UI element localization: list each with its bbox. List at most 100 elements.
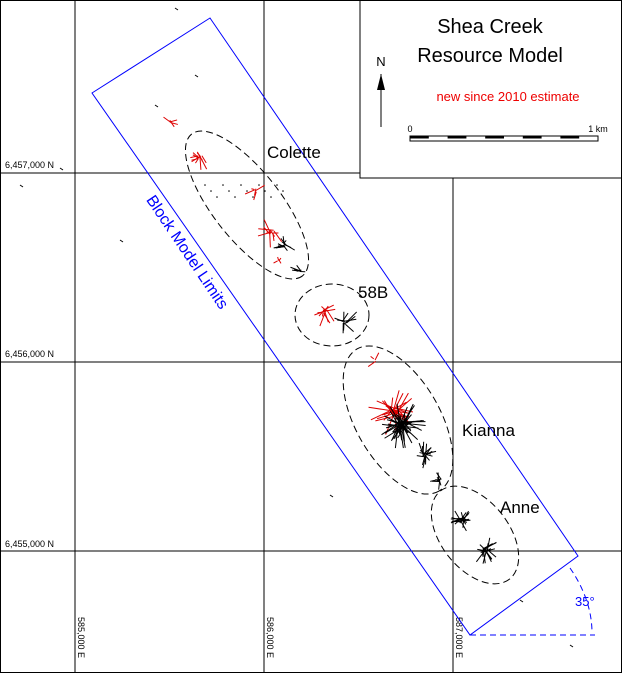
deposit-outline — [342, 345, 454, 495]
drill-trace — [293, 269, 302, 272]
legend: Shea Creek Resource Model N new since 20… — [359, 0, 622, 179]
scale-bar-segments — [410, 136, 580, 139]
drill-traces — [19, 7, 574, 648]
north-arrow-head — [377, 74, 385, 90]
scale-label: 0 — [407, 124, 412, 134]
drill-trace — [405, 421, 422, 431]
easting-label: 586,000 E — [265, 617, 275, 658]
scale-segment — [522, 136, 542, 139]
deposit-label: Colette — [267, 143, 321, 162]
angle-arc — [569, 567, 593, 634]
drill-trace — [344, 311, 358, 325]
drill-trace — [318, 309, 325, 317]
drill-trace — [392, 414, 405, 423]
drill-trace — [376, 413, 392, 420]
drill-trace — [403, 427, 408, 431]
drill-trace — [192, 154, 199, 159]
drill-trace — [463, 519, 470, 521]
drill-trace — [404, 421, 411, 425]
legend-note: new since 2010 estimate — [436, 89, 579, 104]
drill-trace — [451, 517, 462, 521]
drill-trace — [454, 510, 461, 521]
drill-trace — [389, 406, 401, 423]
drill-trace — [263, 219, 272, 234]
drill-trace — [253, 191, 257, 201]
scale-segment — [485, 136, 504, 139]
drill-trace — [460, 521, 467, 532]
drill-trace — [199, 155, 208, 170]
drill-trace — [430, 478, 442, 482]
drill-trace — [254, 188, 257, 196]
drill-trace — [345, 323, 354, 333]
drill-trace — [483, 542, 497, 550]
drill-trace — [199, 155, 202, 170]
deposit-outline — [294, 283, 370, 347]
drill-trace — [403, 422, 412, 432]
drill-trace — [394, 392, 404, 409]
drill-trace — [323, 312, 331, 324]
drill-collar — [276, 184, 278, 186]
drill-trace — [374, 352, 380, 361]
scale-segment — [560, 136, 580, 139]
drill-trace — [194, 74, 199, 78]
drill-collar — [216, 196, 218, 198]
drill-trace — [273, 244, 287, 249]
drill-trace — [334, 317, 344, 322]
drill-trace — [154, 104, 159, 108]
deposit-outline — [184, 130, 310, 280]
north-label: N — [376, 54, 385, 69]
drill-trace — [482, 550, 487, 564]
drill-trace — [329, 494, 334, 498]
drill-trace — [322, 304, 335, 311]
drill-collar — [270, 196, 272, 198]
easting-label: 587,000 E — [454, 617, 464, 658]
drill-trace — [482, 547, 492, 560]
northing-label: 6,457,000 N — [5, 160, 54, 170]
drill-trace — [416, 455, 425, 458]
drill-trace — [392, 390, 400, 415]
angle-label: 35° — [575, 594, 595, 609]
drill-trace — [384, 426, 404, 439]
drill-trace — [437, 472, 440, 482]
deposit-label: Anne — [500, 498, 540, 517]
drill-trace — [19, 184, 24, 188]
drill-trace — [438, 479, 442, 486]
drill-trace — [258, 228, 274, 231]
drill-trace — [367, 360, 377, 367]
drill-trace — [422, 441, 425, 457]
drill-trace — [436, 472, 442, 480]
drill-collar — [222, 184, 224, 186]
drill-trace — [296, 265, 302, 272]
drill-trace — [342, 312, 349, 321]
northing-label: 6,455,000 N — [5, 539, 54, 549]
drill-trace — [314, 309, 328, 316]
drill-trace — [400, 424, 406, 448]
drill-trace — [201, 155, 207, 164]
scale-segment — [447, 136, 467, 139]
legend-title: Shea Creek — [437, 16, 544, 38]
block-model-boundary — [91, 17, 579, 636]
drill-trace — [389, 410, 401, 428]
drill-trace — [251, 188, 255, 190]
drill-trace — [119, 239, 124, 243]
drill-trace — [368, 406, 392, 412]
drill-trace — [402, 413, 406, 429]
drill-collar — [258, 184, 260, 186]
drill-trace — [392, 401, 407, 411]
drill-trace — [195, 158, 199, 164]
drill-collar — [264, 190, 266, 192]
drill-collar — [204, 184, 206, 186]
drill-trace — [170, 122, 178, 125]
drill-trace — [425, 455, 430, 461]
drill-trace — [519, 599, 524, 603]
drill-trace — [569, 644, 574, 648]
deposit-label: 58B — [358, 283, 388, 302]
drill-collar — [240, 184, 242, 186]
drill-trace — [174, 7, 179, 11]
drill-trace — [269, 229, 275, 237]
drill-trace — [326, 309, 335, 322]
drill-trace — [59, 167, 64, 171]
drill-trace — [423, 453, 427, 462]
drill-trace — [244, 189, 256, 195]
